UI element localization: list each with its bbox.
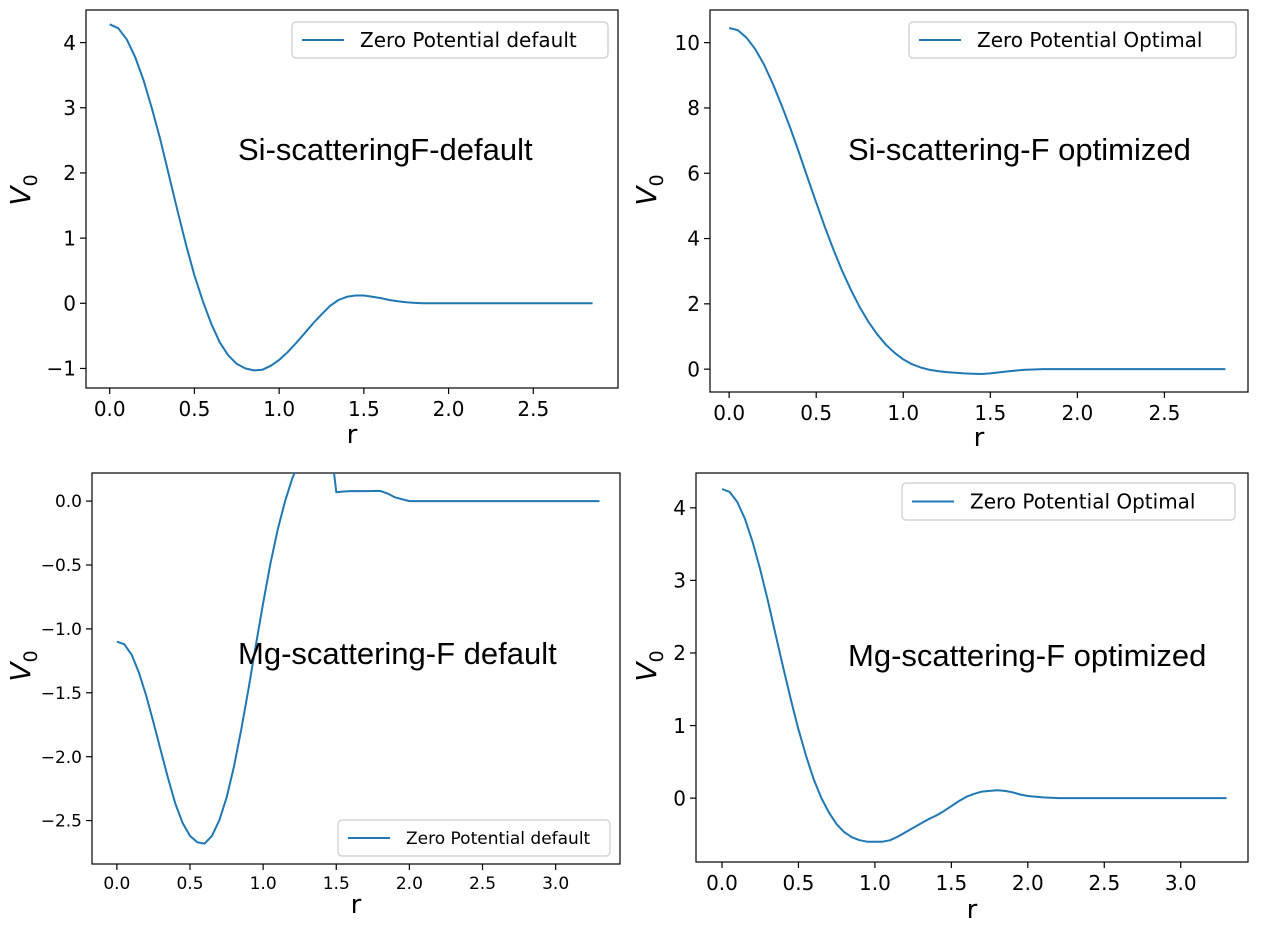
legend-label: Zero Potential Optimal: [970, 490, 1196, 514]
series-line: [109, 23, 593, 372]
y-tick-label: −2.0: [41, 748, 82, 768]
x-tick-label: 2.0: [1012, 871, 1044, 895]
y-tick-label: −1: [47, 357, 76, 381]
y-tick-label: 6: [687, 161, 700, 185]
axes-frame: [709, 9, 1249, 393]
y-tick-label: 10: [675, 31, 700, 55]
y-tick-label: 4: [63, 31, 76, 55]
panel-annotation: Si-scatteringF-default: [238, 132, 533, 167]
y-tick-label: 1: [63, 226, 76, 250]
panel-mg-default: 0.0 0.5 1.0 1.5 2.0 2.5 3.0 0.0 −0.5 −1.0 −1.5 −2.0…: [4, 472, 621, 920]
x-tick-label: 2.5: [1088, 871, 1120, 895]
x-axis-label: r: [974, 423, 985, 453]
y-axis-label: V0: [630, 174, 668, 205]
x-tick-label: 0.5: [800, 401, 832, 425]
y-tick-label: 2: [63, 161, 76, 185]
legend-box: [337, 819, 611, 857]
x-tick-label: 2.0: [396, 874, 423, 894]
x-tick-label: 0.0: [103, 874, 130, 894]
y-axis-label: V0: [630, 650, 668, 681]
y-tick-label: −1.5: [41, 684, 82, 704]
y-tick-label: 8: [687, 96, 700, 120]
y-axis-label: V0: [4, 174, 42, 205]
y-axis-label: V0: [4, 650, 42, 681]
panel-annotation: Si-scattering-F optimized: [848, 132, 1191, 167]
y-tick-label: −2.5: [41, 812, 82, 832]
x-tick-label: 1.0: [250, 874, 277, 894]
y-tick-label: 3: [63, 96, 76, 120]
series-line: [721, 488, 1227, 843]
legend-box: [908, 21, 1237, 59]
x-tick-label: 0.5: [783, 871, 815, 895]
y-tick-label: 0: [687, 357, 700, 381]
y-tick-label: 4: [687, 227, 700, 251]
series-line: [728, 27, 1226, 375]
y-tick-label: 0.0: [55, 492, 82, 512]
panel-si-optimized: 0.0 0.5 1.0 1.5 2.0 2.5 0 2 4 6 8 10 r V0 Zero Potenti…: [630, 9, 1249, 453]
panel-annotation: Mg-scattering-F optimized: [848, 638, 1206, 673]
panel-annotation: Mg-scattering-F default: [238, 636, 557, 671]
x-tick-label: 2.0: [1061, 401, 1093, 425]
panel-si-default: 0.0 0.5 1.0 1.5 2.0 2.5 −1 0 1 2 3 4 r V0 Zero Potenti…: [4, 9, 619, 450]
axes-frame: [85, 9, 619, 389]
x-tick-label: 1.5: [935, 871, 967, 895]
y-tick-label: 0: [673, 786, 686, 810]
x-tick-label: 1.0: [859, 871, 891, 895]
series-line: [116, 473, 600, 845]
x-tick-label: 1.0: [887, 401, 919, 425]
x-tick-label: 1.0: [263, 397, 295, 421]
x-tick-label: 1.5: [348, 397, 380, 421]
x-tick-label: 0.0: [706, 871, 738, 895]
y-tick-label: 4: [673, 496, 686, 520]
y-tick-label: −0.5: [41, 556, 82, 576]
axes-frame: [91, 472, 621, 865]
legend-box: [901, 482, 1236, 521]
x-tick-label: 0.0: [713, 401, 745, 425]
axes-frame: [695, 472, 1249, 863]
y-tick-label: −1.0: [41, 620, 82, 640]
legend-label: Zero Potential Optimal: [977, 28, 1203, 52]
x-axis-label: r: [351, 890, 362, 920]
legend-box: [291, 21, 609, 59]
legend-label: Zero Potential default: [406, 829, 591, 849]
legend-label: Zero Potential default: [360, 28, 577, 52]
y-tick-label: 2: [673, 641, 686, 665]
x-tick-label: 2.5: [517, 397, 549, 421]
x-tick-label: 3.0: [542, 874, 569, 894]
y-tick-label: 0: [63, 291, 76, 315]
x-axis-label: r: [967, 895, 978, 925]
x-tick-label: 0.5: [179, 397, 211, 421]
y-tick-label: 1: [673, 714, 686, 738]
y-tick-label: 2: [687, 292, 700, 316]
x-tick-label: 0.5: [176, 874, 203, 894]
panel-mg-optimized: 0.0 0.5 1.0 1.5 2.0 2.5 3.0 0 1 2 3 4 r V0 Zero Potent…: [630, 472, 1249, 925]
x-axis-label: r: [347, 420, 358, 450]
x-tick-label: 2.0: [433, 397, 465, 421]
x-tick-label: 2.5: [469, 874, 496, 894]
x-tick-label: 0.0: [94, 397, 126, 421]
x-tick-label: 1.5: [974, 401, 1006, 425]
x-tick-label: 3.0: [1165, 871, 1197, 895]
x-tick-label: 1.5: [323, 874, 350, 894]
y-tick-label: 3: [673, 569, 686, 593]
x-tick-label: 2.5: [1149, 401, 1181, 425]
